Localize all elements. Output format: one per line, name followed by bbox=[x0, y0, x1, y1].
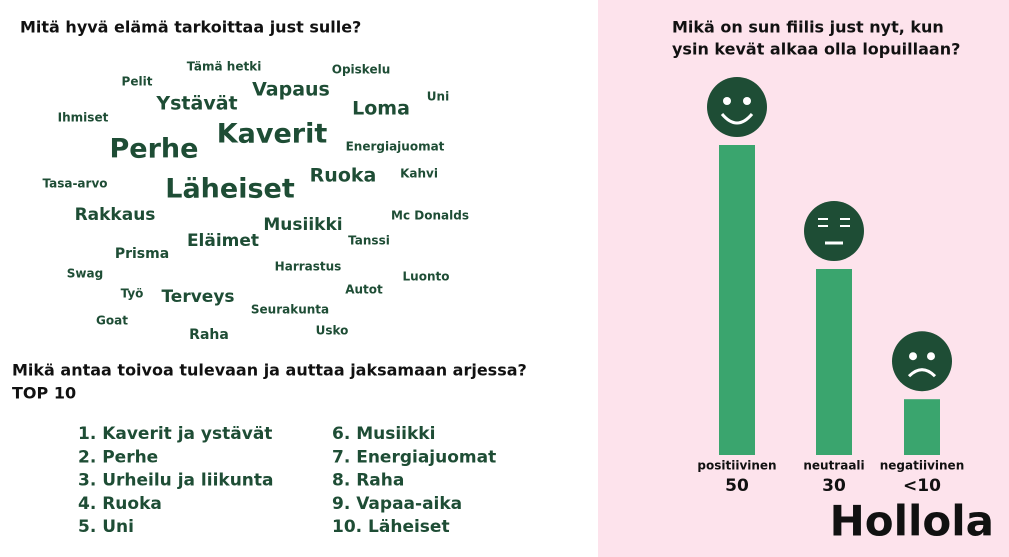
value-label: 30 bbox=[822, 476, 846, 496]
top10-item: 7. Energiajuomat bbox=[332, 447, 496, 467]
cloud-word: Goat bbox=[96, 314, 128, 328]
cloud-word: Swag bbox=[67, 267, 103, 281]
face-icon bbox=[804, 201, 864, 261]
cloud-word: Luonto bbox=[403, 270, 450, 284]
cloud-word: Uni bbox=[427, 90, 449, 104]
cloud-word: Musiikki bbox=[263, 215, 342, 235]
cloud-word: Pelit bbox=[122, 75, 153, 89]
value-label: <10 bbox=[903, 476, 941, 496]
face-eyes bbox=[818, 218, 850, 227]
top10-item: 1. Kaverit ja ystävät bbox=[78, 424, 272, 444]
cloud-word: Seurakunta bbox=[251, 303, 329, 317]
face-eye bbox=[723, 97, 731, 105]
cloud-word: Mc Donalds bbox=[391, 209, 469, 223]
category-label: neutraali bbox=[803, 459, 864, 473]
bar bbox=[719, 145, 755, 455]
wordcloud-title: Mitä hyvä elämä tarkoittaa just sulle? bbox=[20, 18, 361, 37]
cloud-word: Läheiset bbox=[165, 174, 295, 205]
top10-title: Mikä antaa toivoa tulevaan ja auttaa jak… bbox=[12, 361, 527, 380]
category-label: negatiivinen bbox=[880, 459, 965, 473]
top10-item: 4. Ruoka bbox=[78, 494, 162, 514]
cloud-word: Ruoka bbox=[310, 165, 377, 187]
face-icon bbox=[707, 77, 767, 137]
cloud-word: Rakkaus bbox=[75, 205, 156, 225]
cloud-word: Eläimet bbox=[187, 231, 259, 251]
brand-logo: Hollola bbox=[830, 497, 994, 546]
cloud-word: Harrastus bbox=[275, 260, 342, 274]
top10-subtitle: TOP 10 bbox=[12, 384, 76, 403]
cloud-word: Raha bbox=[189, 327, 229, 343]
bar bbox=[816, 269, 852, 455]
face-mouth bbox=[907, 368, 937, 378]
cloud-word: Loma bbox=[352, 98, 410, 120]
face-eye bbox=[909, 352, 917, 361]
cloud-word: Tanssi bbox=[348, 234, 390, 248]
top10-item: 6. Musiikki bbox=[332, 424, 435, 444]
top10-item: 3. Urheilu ja liikunta bbox=[78, 471, 274, 491]
cloud-word: Terveys bbox=[161, 287, 234, 307]
cloud-word: Tämä hetki bbox=[187, 60, 262, 74]
top10-item: 2. Perhe bbox=[78, 447, 158, 467]
cloud-word: Kaverit bbox=[217, 119, 328, 150]
top10-item: 8. Raha bbox=[332, 471, 404, 491]
cloud-word: Vapaus bbox=[252, 79, 330, 101]
right-panel bbox=[598, 0, 1009, 557]
cloud-word: Kahvi bbox=[400, 167, 438, 181]
cloud-word: Työ bbox=[121, 287, 144, 301]
chart-title: Mikä on sun fiilis just nyt, kun bbox=[672, 18, 944, 37]
left-panel bbox=[0, 0, 598, 557]
cloud-word: Ystävät bbox=[155, 93, 237, 115]
face-eye bbox=[927, 352, 935, 361]
face-mouth bbox=[720, 113, 754, 125]
cloud-word: Usko bbox=[316, 324, 349, 338]
bar bbox=[904, 399, 940, 455]
cloud-word: Ihmiset bbox=[58, 111, 109, 125]
cloud-word: Energiajuomat bbox=[346, 140, 445, 154]
top10-item: 9. Vapaa-aika bbox=[332, 494, 462, 514]
cloud-word: Tasa-arvo bbox=[42, 177, 107, 191]
category-label: positiivinen bbox=[697, 459, 776, 473]
cloud-word: Perhe bbox=[110, 134, 199, 165]
face-icon bbox=[892, 331, 952, 392]
top10-item: 10. Läheiset bbox=[332, 517, 450, 537]
top10-item: 5. Uni bbox=[78, 517, 134, 537]
chart-title: ysin kevät alkaa olla lopuillaan? bbox=[672, 40, 960, 59]
cloud-word: Autot bbox=[345, 283, 383, 297]
value-label: 50 bbox=[725, 476, 749, 496]
cloud-word: Prisma bbox=[115, 246, 169, 262]
cloud-word: Opiskelu bbox=[332, 63, 391, 77]
face-eye bbox=[743, 97, 751, 105]
